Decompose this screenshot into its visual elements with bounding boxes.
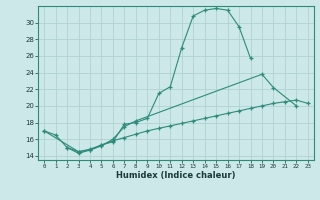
X-axis label: Humidex (Indice chaleur): Humidex (Indice chaleur) [116,171,236,180]
